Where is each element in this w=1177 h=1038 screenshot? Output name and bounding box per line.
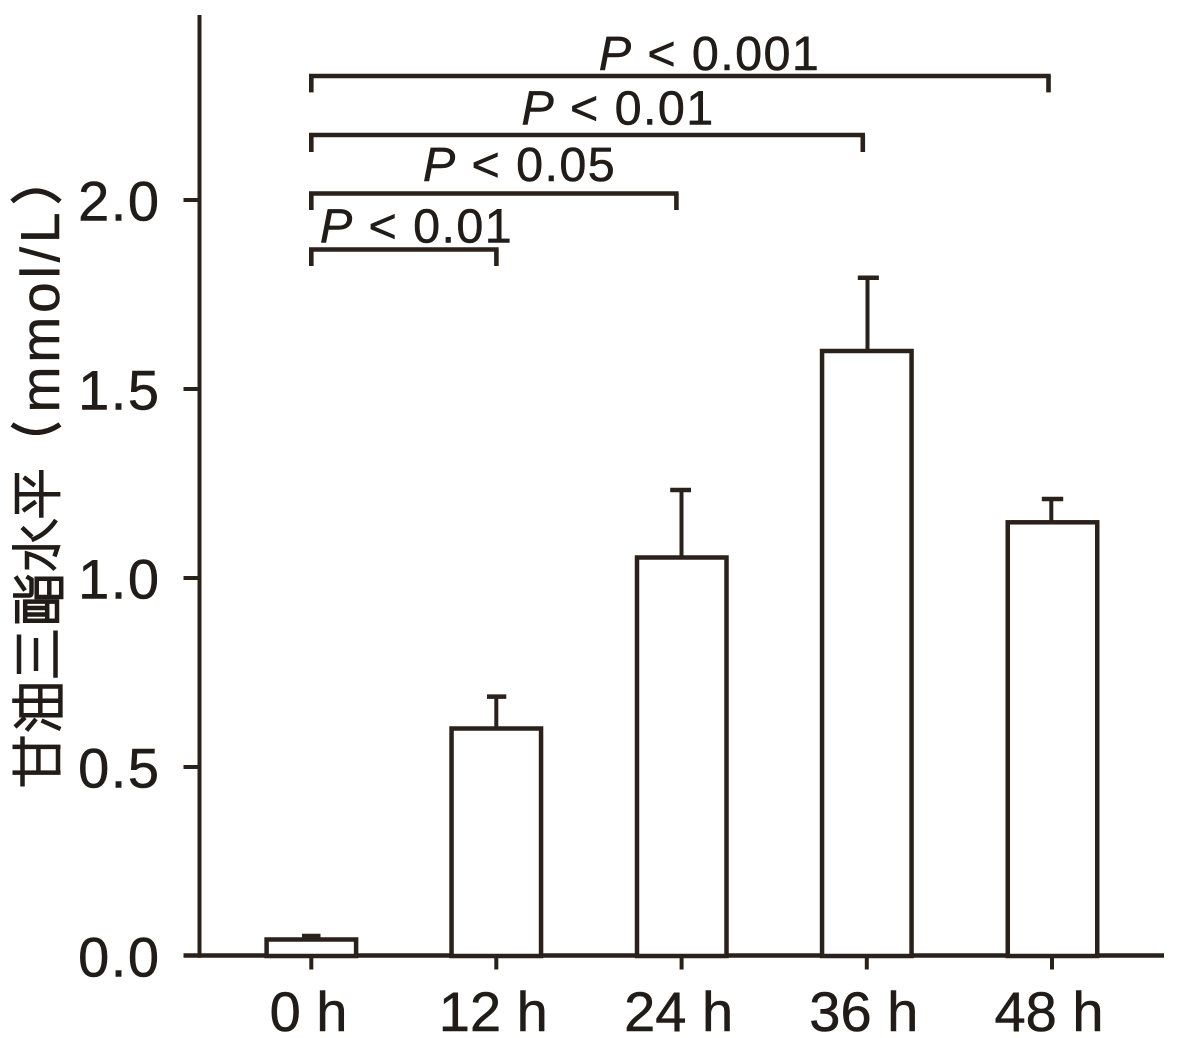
svg-text:0 h: 0 h (270, 980, 348, 1038)
svg-text:P < 0.01: P < 0.01 (521, 82, 714, 136)
svg-text:0.0: 0.0 (78, 926, 160, 989)
svg-text:1.0: 1.0 (78, 548, 160, 611)
svg-text:2.0: 2.0 (78, 170, 160, 233)
svg-text:0.5: 0.5 (78, 737, 160, 800)
svg-text:12 h: 12 h (439, 980, 548, 1038)
svg-text:P < 0.01: P < 0.01 (320, 200, 513, 254)
svg-text:1.5: 1.5 (78, 359, 160, 422)
svg-text:24 h: 24 h (624, 980, 733, 1038)
svg-text:P < 0.05: P < 0.05 (423, 138, 616, 192)
svg-text:36 h: 36 h (809, 980, 918, 1038)
svg-text:mmol/L: mmol/L (9, 209, 71, 413)
svg-text:48 h: 48 h (995, 980, 1104, 1038)
svg-text:P < 0.001: P < 0.001 (599, 27, 821, 81)
